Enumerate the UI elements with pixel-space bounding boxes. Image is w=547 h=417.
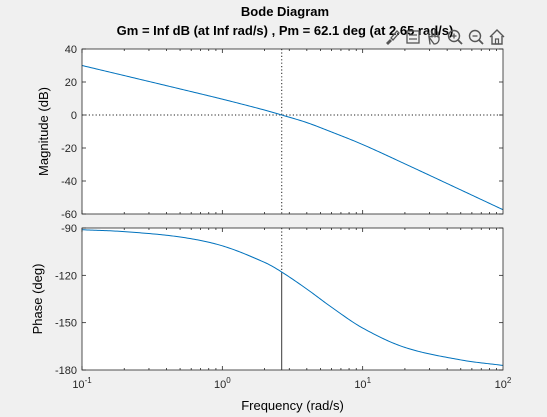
mag-y-axis-label: Magnitude (dB) [36,87,51,176]
mag-y-tick-label: 40 [65,44,77,56]
chart-title: Bode Diagram [241,4,329,19]
phase-x-tick-label: 102 [495,376,512,391]
phase-y-tick-label: -90 [61,223,77,235]
brush-icon[interactable] [382,27,402,47]
phase-series-line [81,229,504,366]
home-icon[interactable] [487,27,507,47]
data-tips-icon[interactable] [403,27,423,47]
mag-plot-area[interactable] [82,49,503,214]
zoom-out-icon[interactable] [466,27,486,47]
phase-axes-frame [81,227,504,371]
phase-y-tick-label: -180 [55,365,77,377]
zoom-in-icon[interactable] [445,27,465,47]
phase-y-tick-label: -150 [55,318,77,330]
phase-y-axis-label: Phase (deg) [30,264,45,335]
phase-x-tick-label: 100 [214,376,231,391]
chart-subtitle: Gm = Inf dB (at Inf rad/s) , Pm = 62.1 d… [117,23,454,38]
mag-y-tick-label: 0 [71,110,77,122]
mag-axes-frame [81,48,504,215]
mag-y-tick-label: 20 [65,77,77,89]
magnitude-axes[interactable]: -60 -40 -20 0 20 40 Magnitude (dB) [36,44,504,221]
phase-x-tick-label: 10-1 [72,376,92,391]
phase-y-tick-label: -120 [55,270,77,282]
phase-x-tick-label: 101 [354,376,371,391]
phase-x-axis-label: Frequency (rad/s) [241,398,344,413]
axes-toolbar [382,26,507,48]
phase-axes[interactable]: -180 -150 -120 -90 Phase (deg) 10-1 100 101 102 F… [30,223,512,413]
mag-y-tick-label: -20 [61,143,77,155]
mag-y-tick-label: -40 [61,176,77,188]
mag-y-tick-label: -60 [61,209,77,221]
mag-series-line [81,65,504,211]
phase-plot-area[interactable] [82,228,503,370]
pan-hand-icon[interactable] [424,27,444,47]
